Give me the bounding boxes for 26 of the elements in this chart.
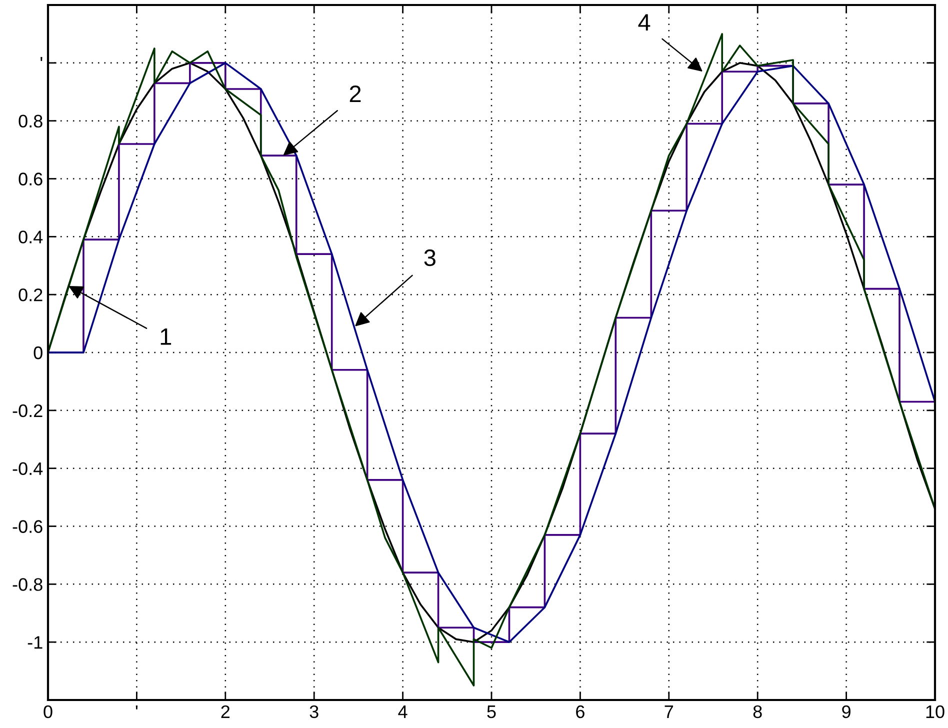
x-tick-label: 8: [753, 705, 762, 718]
y-tick-label: -0.6: [12, 520, 42, 533]
annotation: 3: [424, 249, 436, 266]
annotation: 2: [350, 85, 361, 102]
y-tick-label: 0.6: [18, 172, 42, 186]
y-tick-label: 0: [34, 346, 42, 360]
x-tick-label: 3: [310, 705, 318, 718]
x-tick-label: 7: [664, 706, 674, 718]
x-tick-label: 10: [926, 705, 944, 718]
y-tick-label: 0.4: [18, 230, 43, 244]
x-tick-label: ': [136, 706, 138, 710]
x-tick-label: 6: [576, 705, 584, 718]
y-tick-label: -0.4: [12, 462, 43, 476]
x-tick-label: 4: [398, 706, 408, 718]
x-tick-label: 0: [44, 705, 52, 718]
x-tick-label: 5: [487, 706, 496, 718]
y-tick-label: -0.2: [12, 404, 42, 418]
annotation: 4: [638, 14, 650, 30]
x-tick-label: 9: [842, 705, 850, 718]
y-tick-label: 0.8: [18, 114, 42, 128]
y-tick-label: -0.8: [12, 578, 42, 591]
y-tick-label: ': [40, 57, 42, 61]
y-tick-label: 0.2: [18, 288, 42, 302]
annotation: 1: [160, 328, 172, 345]
y-tick-label: -1: [28, 636, 42, 649]
x-tick-label: 2: [221, 705, 230, 718]
